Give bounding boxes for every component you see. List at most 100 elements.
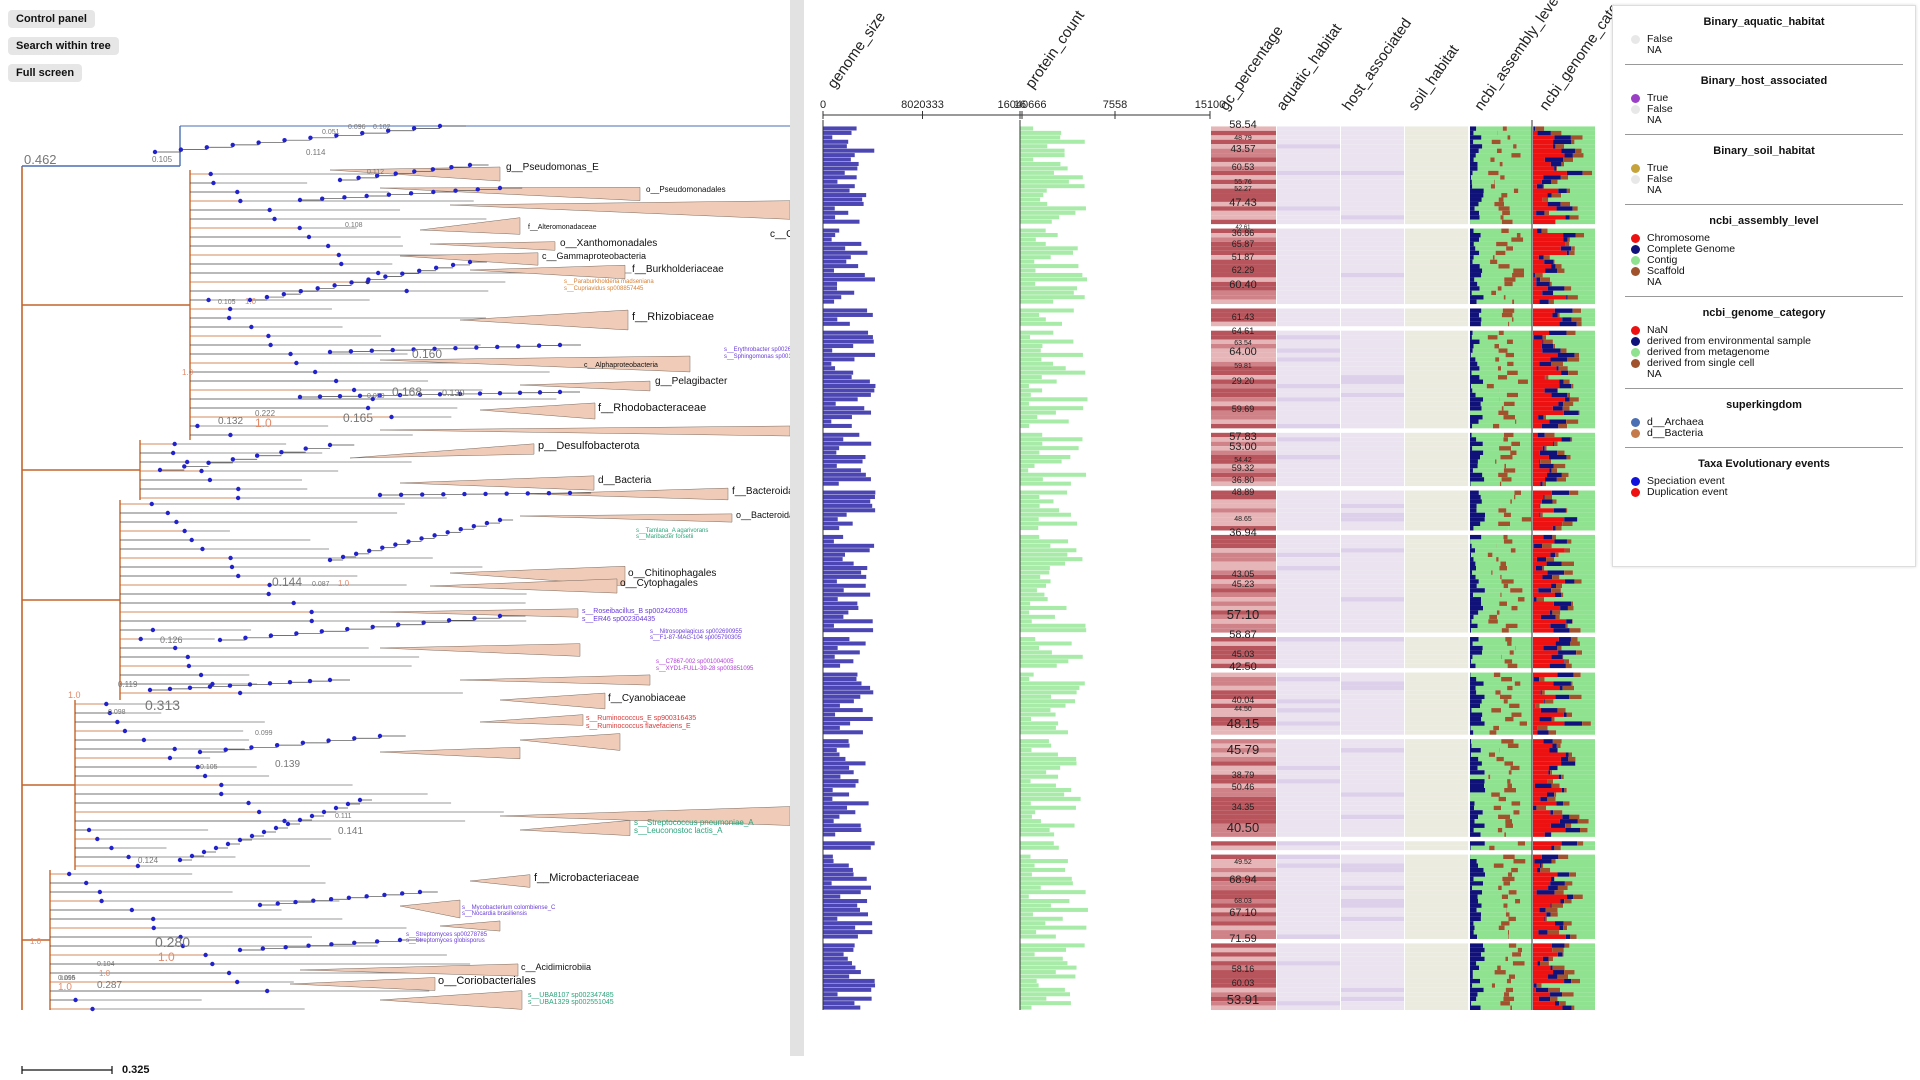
category-cell (1547, 779, 1554, 784)
soil-cell (1405, 161, 1468, 167)
collapsed-clade (519, 513, 733, 523)
legend-item[interactable]: NaN (1625, 325, 1903, 336)
gc-value-label: 63.54 (1234, 340, 1252, 347)
legend-item[interactable]: False (1625, 174, 1903, 185)
assembly-cell (1505, 352, 1515, 358)
aquatic-cell (1277, 228, 1340, 233)
assembly-cell (1470, 228, 1474, 233)
protein-count-bar (1020, 792, 1065, 797)
assembly-cell (1525, 841, 1532, 846)
assembly-cell (1472, 592, 1501, 598)
control-panel-button[interactable]: Control panel (8, 10, 95, 28)
assembly-cell (1492, 255, 1495, 260)
protein-count-bar (1020, 672, 1034, 677)
legend-item[interactable]: True (1625, 93, 1903, 104)
full-screen-button[interactable]: Full screen (8, 64, 83, 82)
category-cell (1553, 259, 1555, 265)
legend-item[interactable]: NA (1625, 277, 1903, 288)
legend-item[interactable]: NA (1625, 115, 1903, 126)
category-cell (1577, 819, 1589, 824)
assembly-cell (1470, 361, 1478, 367)
legend-item[interactable]: d__Bacteria (1625, 428, 1903, 439)
aquatic-cell (1277, 561, 1340, 566)
protein-count-bar (1020, 681, 1085, 686)
host-cell (1341, 423, 1404, 429)
aquatic-cell (1277, 739, 1340, 744)
genome-size-bar (823, 286, 838, 291)
speciation-node (238, 198, 243, 204)
aquatic-cell (1277, 827, 1340, 833)
category-cell (1582, 650, 1595, 655)
host-cell (1341, 650, 1404, 655)
soil-cell (1405, 228, 1468, 233)
category-cell (1533, 592, 1555, 598)
assembly-cell (1470, 899, 1479, 904)
legend-item[interactable]: Speciation event (1625, 476, 1903, 487)
legend-panel[interactable]: Binary_aquatic_habitat False NA Binary_host… (1612, 5, 1916, 567)
legend-item[interactable]: Contig (1625, 255, 1903, 266)
legend-item[interactable]: Scaffold (1625, 266, 1903, 277)
legend-item[interactable]: derived from metagenome (1625, 347, 1903, 358)
protein-count-bar (1020, 330, 1054, 335)
soil-cell (1405, 419, 1468, 424)
category-cell (1555, 219, 1595, 225)
assembly-cell (1501, 805, 1532, 811)
legend-item[interactable]: derived from single cell (1625, 358, 1903, 369)
category-cell (1563, 379, 1570, 384)
soil-cell (1405, 885, 1468, 891)
genome-size-bar (823, 650, 860, 655)
assembly-cell (1476, 583, 1504, 589)
aquatic-cell (1277, 810, 1340, 815)
speciation-node (517, 390, 523, 395)
speciation-node (126, 854, 131, 860)
host-cell (1341, 779, 1404, 784)
host-cell (1341, 468, 1404, 473)
soil-cell (1405, 264, 1468, 269)
assembly-cell (1524, 272, 1532, 278)
category-cell (1564, 517, 1578, 522)
legend-item[interactable]: derived from environmental sample (1625, 336, 1903, 347)
assembly-cell (1512, 872, 1532, 877)
genome-size-bar (823, 748, 837, 753)
host-cell (1341, 357, 1404, 362)
legend-item[interactable]: NA (1625, 185, 1903, 196)
genome-size-bar (823, 175, 857, 180)
legend-item[interactable]: NA (1625, 45, 1903, 56)
search-tree-button[interactable]: Search within tree (8, 37, 119, 55)
assembly-cell (1515, 277, 1532, 282)
aquatic-cell (1277, 215, 1340, 220)
assembly-cell (1510, 135, 1532, 140)
protein-count-bar (1020, 339, 1074, 344)
legend-item[interactable]: NA (1625, 369, 1903, 380)
category-cell (1542, 290, 1554, 296)
legend-item[interactable]: d__Archaea (1625, 417, 1903, 428)
host-cell (1341, 637, 1404, 642)
aquatic-cell (1277, 503, 1340, 509)
protein-count-bar (1020, 810, 1036, 815)
legend-swatch-icon (1631, 348, 1640, 357)
category-cell (1540, 277, 1551, 282)
legend-item[interactable]: False (1625, 104, 1903, 115)
legend-item[interactable]: Complete Genome (1625, 244, 1903, 255)
category-cell (1547, 725, 1595, 731)
legend-item[interactable]: Chromosome (1625, 233, 1903, 244)
legend-item[interactable]: False (1625, 34, 1903, 45)
panel-divider[interactable] (790, 0, 804, 1056)
aquatic-cell (1277, 219, 1340, 225)
speciation-node (374, 939, 380, 944)
category-cell (1533, 383, 1560, 389)
genome-size-bar (823, 956, 848, 961)
category-cell (1564, 153, 1573, 158)
host-cell (1341, 788, 1404, 793)
speciation-node (247, 682, 253, 687)
legend-item[interactable]: Duplication event (1625, 487, 1903, 498)
category-cell (1543, 863, 1595, 868)
legend-item[interactable]: True (1625, 163, 1903, 174)
assembly-cell (1470, 708, 1472, 713)
speciation-node (294, 360, 299, 366)
legend-swatch-icon (1631, 116, 1640, 125)
category-cell (1576, 934, 1595, 939)
assembly-cell (1473, 930, 1509, 935)
assembly-cell (1473, 876, 1503, 882)
